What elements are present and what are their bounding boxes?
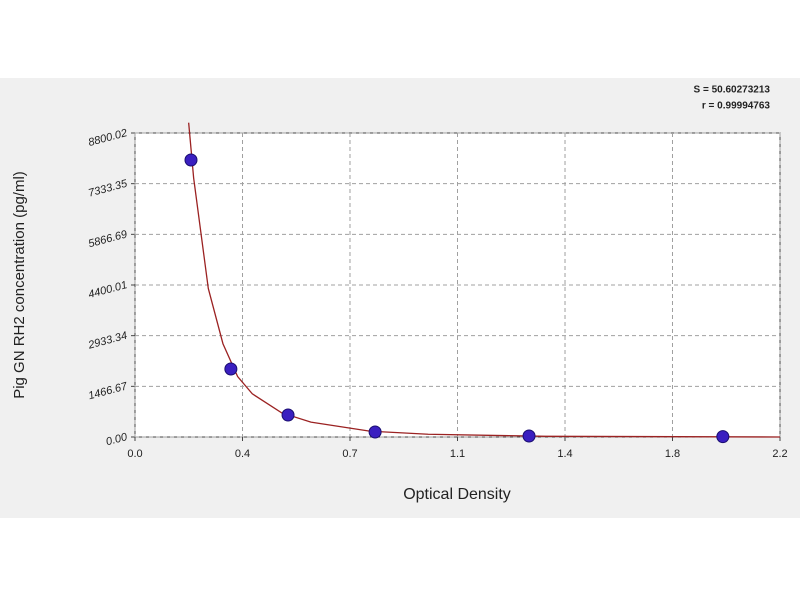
y-tick-label: 0.00	[105, 431, 130, 448]
annotation: r = 0.99994763	[702, 101, 771, 112]
x-tick-label: 0.7	[342, 448, 357, 460]
data-point	[184, 153, 198, 167]
annotation: S = 50.60273213	[694, 85, 771, 96]
data-point	[368, 425, 382, 439]
x-tick-label: 0.4	[235, 448, 250, 460]
data-point	[281, 408, 295, 422]
data-point	[716, 430, 730, 444]
x-tick-label: 2.2	[772, 448, 787, 460]
fit-curve	[188, 122, 781, 438]
x-axis-label: Optical Density	[403, 486, 511, 503]
x-tick-label: 1.4	[557, 448, 572, 460]
x-tick-label: 0.0	[127, 448, 142, 460]
x-tick-label: 1.8	[665, 448, 680, 460]
data-point	[224, 362, 238, 376]
x-tick-label: 1.1	[450, 448, 465, 460]
y-axis-label: Pig GN RH2 concentration (pg/ml)	[11, 171, 28, 399]
data-point	[522, 429, 536, 443]
